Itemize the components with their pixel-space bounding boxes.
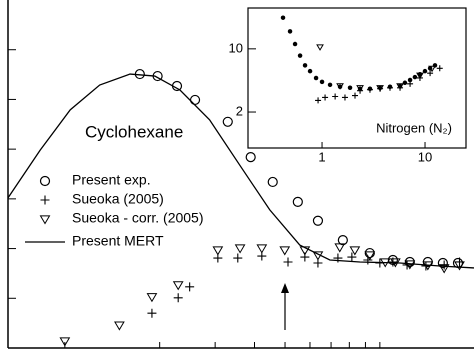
point	[222, 116, 233, 127]
point	[313, 75, 319, 81]
point	[349, 246, 361, 256]
point	[364, 251, 376, 261]
point	[334, 243, 346, 253]
legend-label: Sueoka (2005)	[72, 191, 164, 207]
point	[114, 321, 125, 331]
point	[319, 79, 325, 85]
point	[287, 29, 293, 34]
point	[404, 260, 416, 270]
point	[212, 246, 224, 256]
point	[173, 293, 183, 303]
point	[437, 257, 448, 269]
point	[292, 41, 298, 47]
point	[147, 308, 157, 318]
point	[316, 44, 324, 51]
point	[416, 72, 424, 80]
point	[185, 282, 195, 292]
point	[279, 246, 291, 256]
point	[312, 215, 324, 226]
point	[39, 175, 51, 187]
x-tick-label: 1	[318, 149, 325, 164]
point	[422, 68, 428, 74]
point	[386, 84, 393, 91]
point	[347, 252, 357, 262]
inset-x-label: Nitrogen (N₂)	[376, 120, 452, 135]
inset-plot: 1 10 2 10	[229, 15, 443, 164]
point	[396, 83, 404, 90]
point	[347, 85, 353, 91]
line	[7, 73, 474, 269]
point	[332, 93, 339, 100]
y-tick-label: 2	[236, 103, 243, 118]
y-tick-label: 10	[229, 40, 243, 55]
annotation: Cyclohexane	[85, 122, 183, 141]
point	[428, 65, 436, 73]
point	[356, 85, 364, 92]
point	[366, 86, 373, 93]
point	[256, 244, 268, 254]
point	[376, 85, 384, 92]
point	[307, 68, 313, 74]
point	[172, 281, 184, 291]
main-plot: Present exp. Sueoka (2005) Sueoka - corr. …	[7, 49, 474, 348]
legend-label: Present MERT	[72, 233, 164, 249]
point	[292, 196, 303, 207]
point	[280, 15, 286, 20]
point	[302, 63, 308, 68]
point	[337, 235, 348, 246]
point	[412, 74, 418, 80]
point	[407, 80, 414, 87]
point	[267, 176, 278, 188]
point	[234, 244, 246, 254]
point	[297, 53, 303, 58]
point	[336, 83, 344, 90]
point	[341, 94, 348, 101]
point	[454, 261, 465, 271]
point	[407, 77, 413, 83]
point	[322, 94, 329, 101]
point	[364, 247, 375, 259]
point	[283, 257, 293, 267]
point	[438, 264, 450, 274]
point	[40, 195, 50, 205]
x-tick-label: 10	[418, 149, 432, 164]
legend-label: Present exp.	[72, 172, 151, 188]
point	[146, 293, 158, 303]
point	[245, 151, 256, 163]
point	[327, 82, 333, 88]
point	[436, 65, 443, 72]
inset-frame	[247, 7, 467, 149]
arrow-head	[281, 283, 289, 293]
point	[402, 260, 412, 270]
point	[352, 92, 359, 99]
point	[427, 70, 434, 77]
point	[404, 256, 415, 268]
point	[233, 253, 243, 263]
legend-label: Sueoka - corr. (2005)	[72, 210, 204, 226]
point	[59, 337, 71, 347]
point	[39, 215, 51, 225]
point	[189, 94, 201, 106]
point	[402, 80, 408, 86]
point	[315, 97, 322, 104]
